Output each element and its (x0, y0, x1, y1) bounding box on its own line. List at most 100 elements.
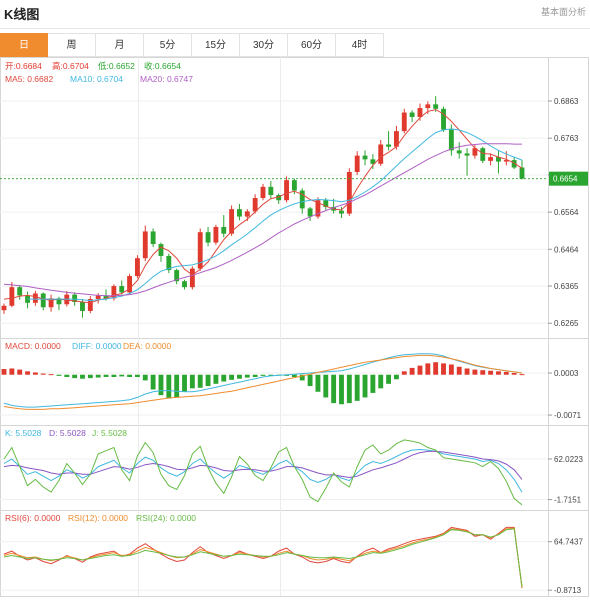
fundamental-analysis-link[interactable]: 基本面分析 (540, 7, 586, 17)
legend-close: 收:0.6654 (144, 61, 181, 71)
macd-bar (17, 369, 23, 375)
macd-bar (174, 374, 180, 398)
candle-body (503, 160, 509, 162)
candle-body (441, 108, 446, 130)
macd-bar (32, 372, 38, 375)
macd-bar (64, 374, 70, 377)
legend-low: 低:0.6652 (98, 61, 135, 71)
macd-bar (409, 367, 415, 375)
macd-bar (25, 371, 30, 375)
candle-body (103, 295, 109, 299)
candle-body (134, 258, 140, 277)
macd-bar (386, 374, 392, 384)
macd-bar (244, 374, 250, 378)
price-tick-label-4: 0.6464 (554, 245, 579, 254)
tab-week[interactable]: 周 (48, 33, 96, 57)
macd-dea-line (3, 354, 523, 410)
macd-bar (48, 374, 54, 376)
tab-30min[interactable]: 30分 (240, 33, 288, 57)
macd-bar (339, 374, 344, 405)
tab-15min[interactable]: 15分 (192, 33, 240, 57)
macd-bar (417, 365, 423, 375)
price-tick-label-5: 0.6365 (554, 282, 579, 291)
candle-body (189, 268, 195, 288)
macd-bar (276, 374, 282, 376)
tab-day[interactable]: 日 (0, 33, 48, 57)
pane-frame-0 (0, 57, 589, 339)
macd-bar (448, 364, 454, 375)
price-tick-label-2: 0.6664 (554, 171, 579, 180)
candle-body (32, 293, 38, 303)
candle-body (142, 231, 148, 259)
candles (1, 96, 525, 318)
legend-high: 高:0.6704 (52, 61, 89, 71)
macd-bar (205, 374, 211, 387)
candle-body (221, 226, 227, 234)
candle-body (252, 197, 258, 212)
candle-body (9, 287, 15, 306)
macd-bar (1, 369, 7, 375)
rsi-12-line (3, 527, 523, 588)
macd-bar (291, 374, 297, 377)
period-tabs: 日 周 月 5分 15分 30分 60分 4时 (0, 33, 384, 57)
tab-60min[interactable]: 60分 (288, 33, 336, 57)
candle-body (323, 200, 329, 207)
macd-bar (150, 374, 156, 390)
legend-rsi24: RSI(24): 0.0000 (136, 513, 196, 523)
candle-body (95, 295, 101, 300)
macd-bar (456, 366, 462, 375)
candle-body (393, 131, 399, 147)
macd-bar (511, 373, 517, 375)
candle-body (72, 294, 78, 303)
legend-d: D: 5.5028 (49, 428, 86, 438)
macd-bar (331, 374, 337, 404)
legend-open: 开:0.6684 (5, 61, 42, 71)
candle-body (111, 286, 117, 299)
candle-body (284, 180, 289, 201)
macd-bar (103, 374, 109, 377)
candle-body (386, 144, 392, 147)
legend-ma5: MA5: 0.6682 (5, 74, 53, 84)
macd-bar (80, 374, 85, 379)
candle-body (237, 209, 242, 217)
macd-bar (362, 374, 368, 398)
macd-bar (441, 363, 446, 375)
macd-bar (260, 374, 266, 376)
macd-bar (480, 370, 486, 375)
candle-body (166, 255, 172, 271)
kdj-tick-label-1: -1.7151 (554, 496, 582, 505)
macd-bar (111, 374, 117, 377)
macd-bar (370, 374, 376, 393)
tab-5min[interactable]: 5分 (144, 33, 192, 57)
kdj-d-line (3, 450, 523, 480)
chart-title: K线图 (4, 7, 40, 22)
legend-ma20: MA20: 0.6747 (140, 74, 193, 84)
candle-body (472, 148, 478, 156)
candle-body (268, 186, 274, 196)
candle-body (464, 153, 470, 156)
macd-bar (134, 374, 140, 377)
tab-month[interactable]: 月 (96, 33, 144, 57)
macd-bar (323, 374, 329, 398)
candle-body (409, 112, 415, 117)
candle-body (448, 129, 454, 151)
pane-frame-2 (0, 425, 589, 511)
macd-bar (72, 374, 78, 379)
macd-bar (299, 374, 305, 381)
tab-4hour[interactable]: 4时 (336, 33, 384, 57)
macd-bar (284, 374, 289, 376)
candle-body (299, 190, 305, 209)
macd-bar (346, 374, 352, 404)
candle-body (291, 180, 297, 191)
macd-bar (307, 374, 313, 387)
candle-body (80, 302, 85, 311)
candle-body (370, 159, 376, 164)
price-tick-label-1: 0.6763 (554, 134, 579, 143)
candle-body (496, 157, 501, 162)
candle-body (229, 209, 235, 234)
macd-bar (142, 374, 148, 381)
macd-tick-label-1: -0.0071 (554, 411, 582, 420)
candle-body (511, 160, 517, 168)
candle-body (480, 148, 486, 161)
candle-body (244, 211, 250, 217)
